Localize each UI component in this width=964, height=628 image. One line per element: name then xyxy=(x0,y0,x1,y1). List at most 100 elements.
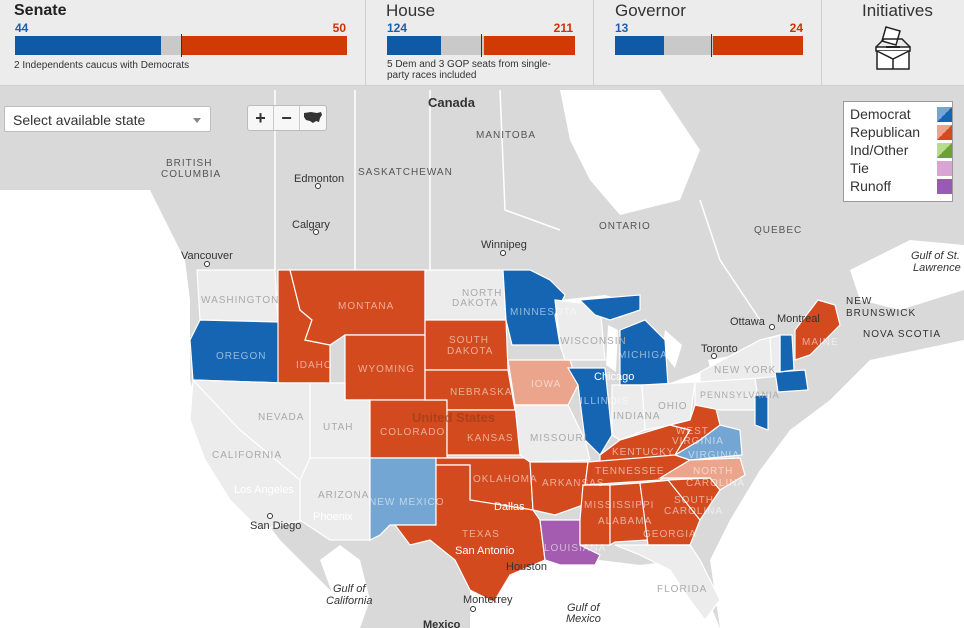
label-gulf-of: Gulf of xyxy=(333,583,366,595)
city-dot-vancouver xyxy=(204,261,210,267)
label-kansas: KANSAS xyxy=(467,433,514,444)
label-united-states: United States xyxy=(412,410,495,425)
state-minnesota[interactable] xyxy=(502,269,566,346)
label-louisiana: LOUISIANA xyxy=(544,543,606,554)
label-texas: TEXAS xyxy=(462,529,500,540)
house-dem-count: 124 xyxy=(387,21,408,35)
legend-swatch-democrat xyxy=(937,107,952,122)
gulf-of-mexico xyxy=(470,555,720,628)
governor-rep-count: 24 xyxy=(789,21,803,35)
label-manitoba: MANITOBA xyxy=(476,130,536,141)
label-san-diego: San Diego xyxy=(250,520,301,532)
senate-seat-bar xyxy=(15,34,347,57)
label-brunswick: BRUNSWICK xyxy=(846,308,916,319)
state-vermont[interactable] xyxy=(769,334,781,373)
label-nevada: NEVADA xyxy=(258,412,304,423)
label-ontario: ONTARIO xyxy=(599,221,651,232)
gulf-of-california xyxy=(320,545,370,628)
senate-panel[interactable]: Senate 44 50 2 Independents caucus with … xyxy=(0,0,366,86)
label-new-york: NEW YORK xyxy=(714,365,776,376)
label-south-dakota-2: DAKOTA xyxy=(447,346,493,357)
label-gulf-of-st: Gulf of St. xyxy=(911,250,960,262)
label-calgary: Calgary xyxy=(292,219,330,231)
legend-swatch-runoff xyxy=(937,179,952,194)
label-california-gulf: California xyxy=(326,595,372,607)
label-arkansas: ARKANSAS xyxy=(542,478,604,489)
zoom-in-button[interactable]: + xyxy=(248,106,274,130)
city-dot-calgary xyxy=(313,229,319,235)
senate-rep-count: 50 xyxy=(332,21,346,35)
label-phoenix: Phoenix xyxy=(313,511,353,523)
senate-majority-line xyxy=(181,34,182,57)
atlantic-ocean xyxy=(710,340,964,628)
city-dot-ottawa xyxy=(769,324,775,330)
map-legend: Democrat Republican Ind/Other Tie Runoff xyxy=(843,101,953,202)
house-panel[interactable]: House 124 211 5 Dem and 3 GOP seats from… xyxy=(366,0,594,86)
label-arizona: ARIZONA xyxy=(318,490,369,501)
state-arkansas[interactable] xyxy=(529,461,589,516)
state-missouri[interactable] xyxy=(514,404,591,463)
zoom-out-button[interactable]: − xyxy=(274,106,300,130)
pacific-ocean xyxy=(0,190,360,628)
house-title: House xyxy=(386,1,436,20)
legend-item-runoff: Runoff xyxy=(850,178,954,195)
label-michigan: MICHIGAN xyxy=(618,350,676,361)
state-west-virginia[interactable] xyxy=(669,404,721,456)
zoom-controls: + − xyxy=(247,105,327,131)
label-montana: MONTANA xyxy=(338,301,394,312)
map-labels: Canada United States BRITISH COLUMBIA MA… xyxy=(161,95,961,628)
legend-swatch-tie xyxy=(937,161,952,176)
us-states xyxy=(189,269,841,621)
lake-michigan xyxy=(606,325,618,372)
city-dot-winnipeg xyxy=(500,250,506,256)
state-select-placeholder: Select available state xyxy=(13,112,146,128)
state-select[interactable]: Select available state xyxy=(4,106,211,132)
legend-label-republican: Republican xyxy=(850,124,921,140)
label-alabama: ALABAMA xyxy=(598,516,652,527)
state-indiana[interactable] xyxy=(611,384,646,441)
label-south-carolina-2: CAROLINA xyxy=(664,506,723,517)
label-oregon: OREGON xyxy=(216,351,266,362)
initiatives-panel[interactable]: Initiatives xyxy=(822,0,964,86)
city-dot-edmonton xyxy=(315,183,321,189)
reset-view-button[interactable] xyxy=(300,106,326,130)
label-nebraska: NEBRASKA xyxy=(450,387,512,398)
state-new-jersey[interactable] xyxy=(754,394,769,431)
label-winnipeg: Winnipeg xyxy=(481,239,527,251)
label-quebec: QUEBEC xyxy=(754,225,802,236)
state-iowa[interactable] xyxy=(507,359,579,406)
label-indiana: INDIANA xyxy=(613,411,661,422)
label-west-virginia-2: VIRGINIA xyxy=(672,436,724,447)
state-california[interactable] xyxy=(189,378,306,531)
governor-majority-line xyxy=(711,34,712,57)
city-dot-monterrey xyxy=(470,606,476,612)
legend-swatch-ind-other xyxy=(937,143,952,158)
label-tennessee: TENNESSEE xyxy=(595,466,665,477)
state-maine[interactable] xyxy=(794,299,841,361)
governor-title: Governor xyxy=(615,1,686,20)
label-maine: MAINE xyxy=(802,337,839,348)
house-rep-count: 211 xyxy=(553,21,573,35)
state-alabama[interactable] xyxy=(609,482,649,547)
label-new: NEW xyxy=(846,296,872,307)
governor-panel[interactable]: Governor 13 24 xyxy=(594,0,822,86)
label-north-1: NORTH xyxy=(462,288,502,299)
state-texas[interactable] xyxy=(393,464,546,606)
legend-swatch-republican xyxy=(937,125,952,140)
state-michigan[interactable] xyxy=(578,294,669,386)
label-north-carolina-1: NORTH xyxy=(693,466,733,477)
label-new-mexico: NEW MEXICO xyxy=(369,497,445,508)
state-mississippi[interactable] xyxy=(579,484,611,546)
label-oklahoma: OKLAHOMA xyxy=(473,474,538,485)
label-iowa: IOWA xyxy=(531,379,561,390)
state-florida[interactable] xyxy=(614,544,721,621)
state-massachusetts[interactable] xyxy=(774,369,809,393)
legend-item-ind-other: Ind/Other xyxy=(850,142,954,159)
label-monterrey: Monterrey xyxy=(463,594,513,606)
label-south-carolina-1: SOUTH xyxy=(674,495,714,506)
label-ohio: OHIO xyxy=(658,401,688,412)
label-edmonton: Edmonton xyxy=(294,173,344,185)
state-new-hampshire[interactable] xyxy=(779,334,795,373)
state-georgia[interactable] xyxy=(639,479,701,546)
label-north-carolina-2: CAROLINA xyxy=(686,478,745,489)
